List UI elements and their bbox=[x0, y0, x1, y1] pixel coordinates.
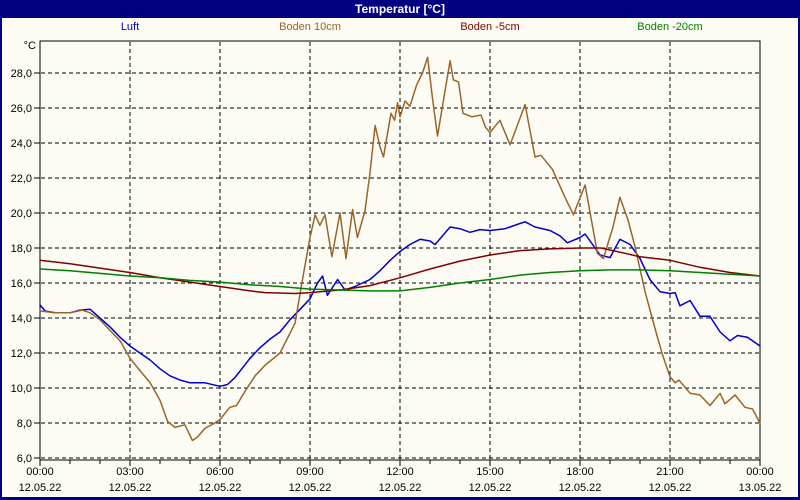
legend-item-boden10: Boden 10cm bbox=[279, 21, 341, 33]
x-tick-time-label: 06:00 bbox=[206, 466, 234, 478]
x-tick-date-label: 12.05.22 bbox=[199, 482, 242, 494]
y-tick-label: 16,0 bbox=[11, 278, 32, 290]
y-tick-label: 18,0 bbox=[11, 243, 32, 255]
x-tick-date-label: 12.05.22 bbox=[289, 482, 332, 494]
legend-item-boden-20: Boden -20cm bbox=[637, 21, 703, 33]
plot-frame bbox=[39, 40, 761, 461]
window-title: Temperatur [°C] bbox=[355, 2, 445, 16]
series-line-boden-10cm bbox=[39, 56, 761, 442]
x-tick-time-label: 15:00 bbox=[476, 466, 504, 478]
y-tick-label: 8,0 bbox=[17, 418, 32, 430]
y-tick-label: 10,0 bbox=[11, 383, 32, 395]
series-line-boden--20cm bbox=[39, 268, 761, 292]
x-tick-time-label: 00:00 bbox=[746, 466, 774, 478]
x-tick-time-label: 09:00 bbox=[296, 466, 324, 478]
x-tick-date-label: 13.05.22 bbox=[739, 482, 782, 494]
legend: Luft Boden 10cm Boden -5cm Boden -20cm bbox=[40, 21, 760, 33]
x-tick-date-label: 12.05.22 bbox=[109, 482, 152, 494]
x-tick-date-label: 12.05.22 bbox=[19, 482, 62, 494]
y-axis-unit-label: °C bbox=[24, 40, 36, 52]
y-tick-label: 6,0 bbox=[17, 453, 32, 465]
x-tick-time-label: 18:00 bbox=[566, 466, 594, 478]
y-tick-label: 26,0 bbox=[11, 103, 32, 115]
legend-item-luft: Luft bbox=[120, 21, 140, 33]
window-border-left bbox=[0, 18, 2, 500]
y-tick-label: 28,0 bbox=[11, 68, 32, 80]
series-line-luft bbox=[39, 221, 761, 388]
window-border-bottom bbox=[0, 497, 800, 500]
x-tick-date-label: 12.05.22 bbox=[379, 482, 422, 494]
x-tick-time-label: 03:00 bbox=[116, 466, 144, 478]
x-tick-time-label: 00:00 bbox=[26, 466, 54, 478]
y-tick-label: 20,0 bbox=[11, 208, 32, 220]
x-tick-date-label: 12.05.22 bbox=[559, 482, 602, 494]
window-border-right bbox=[798, 18, 800, 500]
y-tick-label: 24,0 bbox=[11, 138, 32, 150]
y-tick-label: 12,0 bbox=[11, 348, 32, 360]
x-tick-time-label: 21:00 bbox=[656, 466, 684, 478]
x-tick-time-label: 12:00 bbox=[386, 466, 414, 478]
title-bar: Temperatur [°C] bbox=[0, 0, 800, 18]
y-tick-label: 22,0 bbox=[11, 173, 32, 185]
x-tick-date-label: 12.05.22 bbox=[469, 482, 512, 494]
y-tick-label: 14,0 bbox=[11, 313, 32, 325]
x-tick-date-label: 12.05.22 bbox=[649, 482, 692, 494]
legend-item-boden-5: Boden -5cm bbox=[460, 21, 520, 33]
